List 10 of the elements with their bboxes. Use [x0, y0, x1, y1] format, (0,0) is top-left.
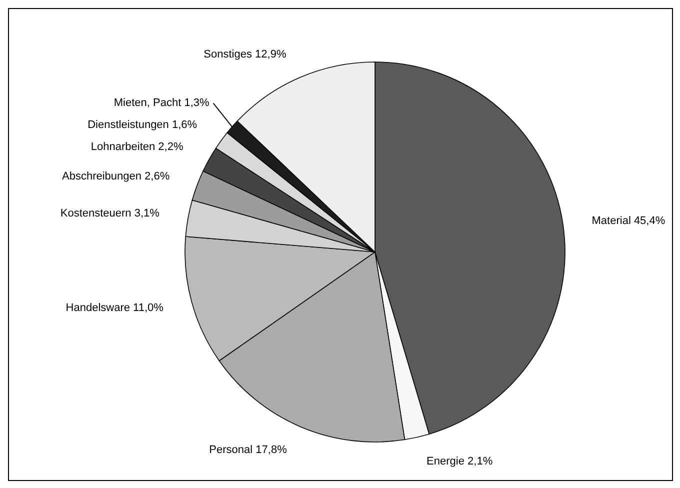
slice-label: Kostensteuern 3,1%: [60, 208, 160, 220]
slice-label: Mieten, Pacht 1,3%: [114, 97, 210, 110]
slice-label: Sonstiges 12,9%: [204, 48, 286, 60]
slice-label: Energie 2,1%: [426, 456, 493, 468]
slice-label: Abschreibungen 2,6%: [62, 170, 170, 183]
slice-label: Personal 17,8%: [209, 444, 288, 456]
slice-label: Handelsware 11,0%: [66, 302, 164, 314]
slice-label: Material 45,4%: [592, 215, 666, 228]
slice-label: Lohnarbeiten 2,2%: [90, 141, 184, 154]
slice-label: Dienstleistungen 1,6%: [88, 119, 198, 132]
